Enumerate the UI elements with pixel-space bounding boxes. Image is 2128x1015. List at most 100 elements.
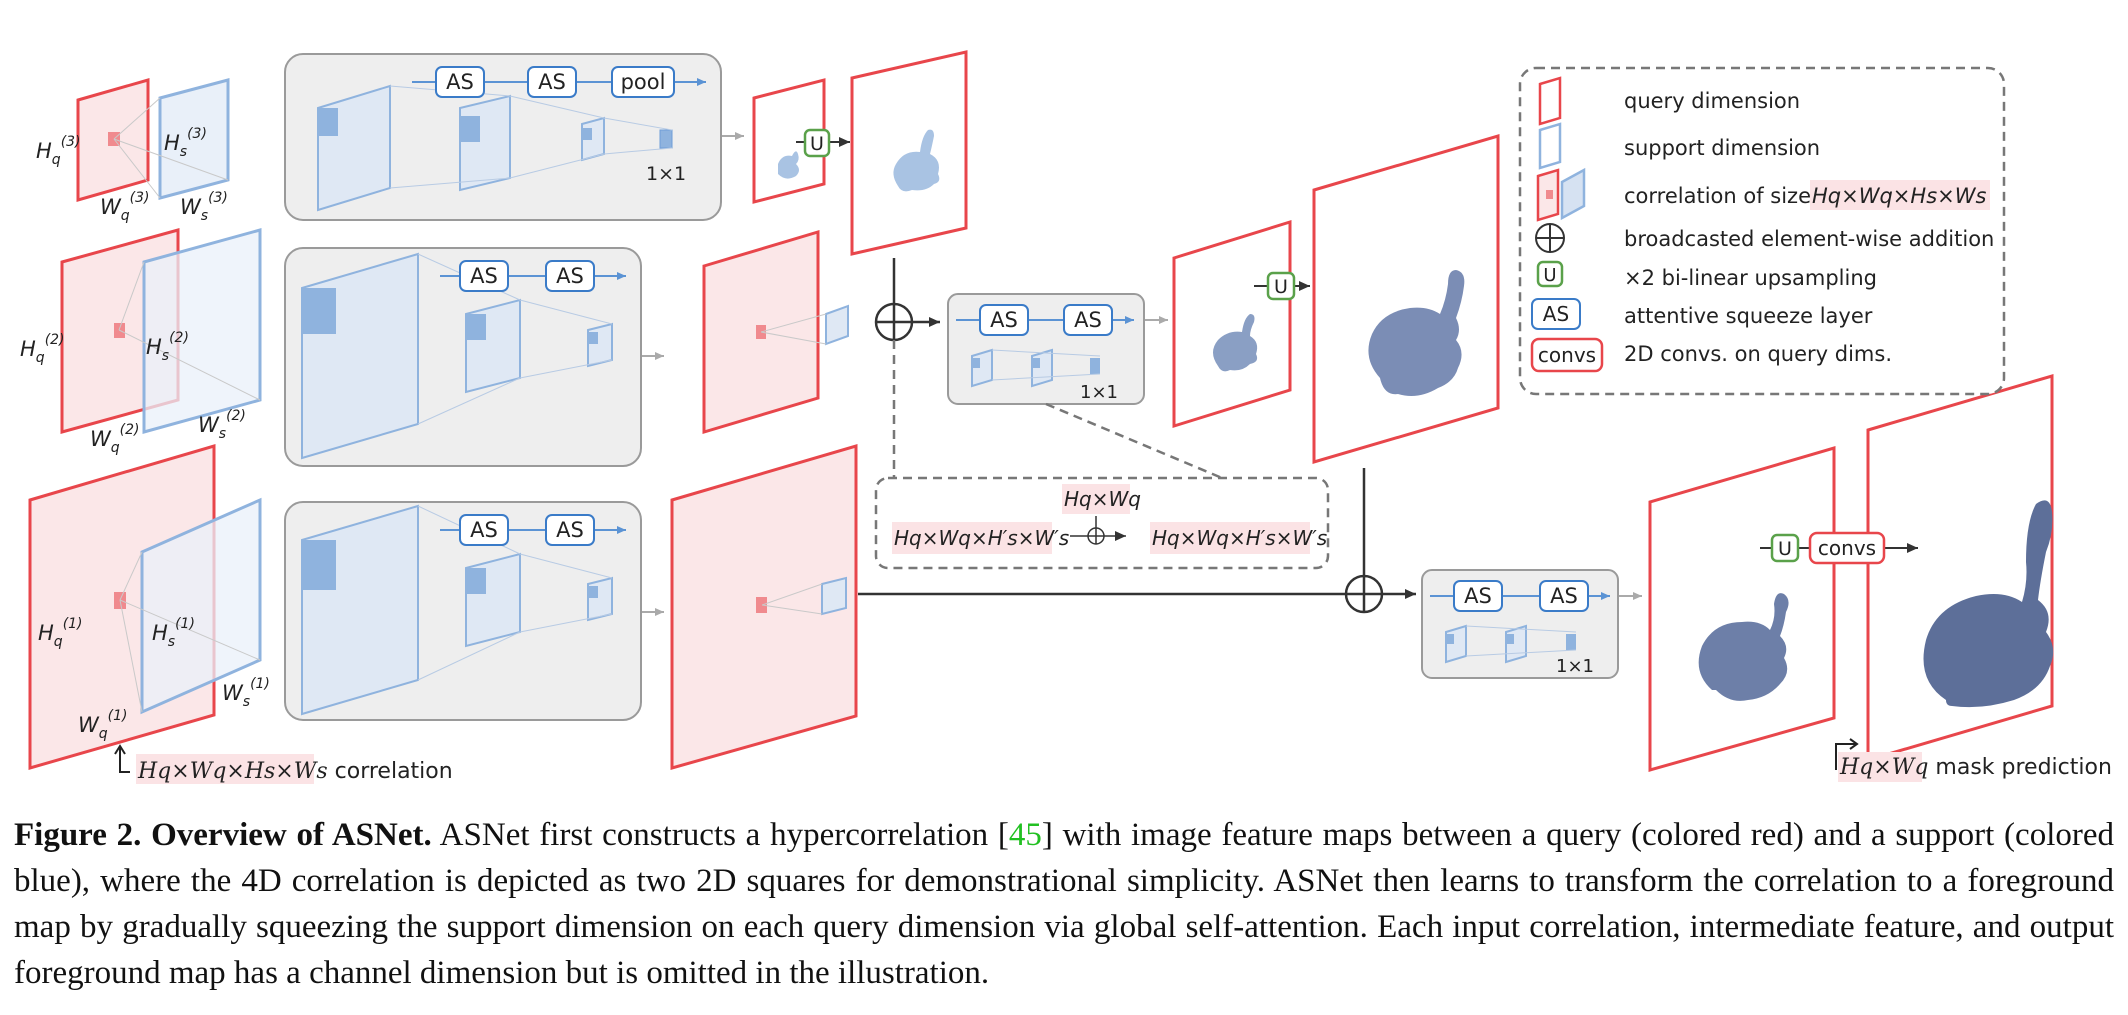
svg-text:broadcasted element-wise addit: broadcasted element-wise addition — [1624, 227, 1994, 251]
legend-query: query dimension — [1538, 76, 1800, 126]
legend-as: AS attentive squeeze layer — [1531, 298, 1873, 330]
legend-support: support dimension — [1538, 122, 1820, 170]
svg-text:Hq×Wq×H′s×W′s: Hq×Wq×H′s×W′s — [894, 526, 1069, 550]
svg-text:Hs(3): Hs(3) — [164, 126, 207, 160]
mask-shape — [1368, 270, 1465, 396]
svg-text:U: U — [810, 133, 824, 155]
svg-text:correlation of size: correlation of size — [1624, 184, 1811, 208]
feature-fused-2-upsampled — [1312, 133, 1500, 465]
as-layer-box: AS — [459, 514, 509, 546]
svg-text:AS: AS — [1550, 584, 1578, 608]
encoder-panel-3: AS AS pool 1×1 — [284, 53, 722, 221]
asnet-overview-diagram: Hq(3) Hs(3) Wq(3) Ws(3) Hq(2) Hs(2) Wq(2… — [20, 50, 2112, 784]
legend-convs: convs 2D convs. on query dims. — [1530, 337, 1892, 373]
feature-level-3-upsampled — [850, 50, 968, 256]
svg-text:Ws(3): Ws(3) — [180, 190, 228, 224]
svg-text:AS: AS — [1074, 308, 1102, 332]
svg-text:Hs(2): Hs(2) — [146, 330, 189, 364]
mask-shape-small — [778, 151, 799, 179]
addition-detail-inset: Hq×Wq Hq×Wq×H′s×W′s Hq×Wq×H′s×W′s — [874, 476, 1330, 570]
svg-text:U: U — [1543, 265, 1556, 286]
legend-correlation: correlation of size Hq×Wq×Hs×Ws — [1536, 167, 1990, 222]
svg-text:×2 bi-linear upsampling: ×2 bi-linear upsampling — [1624, 266, 1877, 290]
caption-lead: Figure 2. Overview of ASNet. — [14, 817, 432, 853]
caption-text-2: ] with image feature maps between a quer… — [14, 817, 2115, 991]
caption-text-1: ASNet first constructs a hypercorrelatio… — [431, 817, 1009, 853]
mask-shape — [1698, 593, 1789, 701]
svg-text:Wq(2): Wq(2) — [90, 422, 140, 456]
mask-annotation: Hq×Wq mask prediction — [1835, 738, 2112, 782]
svg-text:AS: AS — [1464, 584, 1492, 608]
svg-text:U: U — [1778, 538, 1792, 560]
feature-level-1 — [670, 443, 858, 770]
upsample-convs-op: U convs — [1760, 531, 1918, 565]
legend-addition: broadcasted element-wise addition — [1535, 223, 1994, 253]
correlation-level-2 — [60, 228, 262, 434]
as-layer-box: AS — [1539, 580, 1589, 612]
svg-text:Hs(1): Hs(1) — [152, 616, 195, 650]
encoder-panel-1: AS AS — [284, 501, 642, 721]
svg-text:convs: convs — [1538, 343, 1596, 367]
svg-text:AS: AS — [556, 264, 584, 288]
svg-text:Wq(3): Wq(3) — [100, 190, 150, 224]
one-by-one-label: 1×1 — [1080, 382, 1118, 403]
legend-upsampling: U ×2 bi-linear upsampling — [1536, 260, 1877, 290]
decoder-panel-2: AS AS 1×1 — [1421, 569, 1619, 679]
svg-text:convs: convs — [1818, 536, 1876, 560]
feature-fused-1 — [1648, 445, 1836, 772]
svg-text:attentive squeeze layer: attentive squeeze layer — [1624, 304, 1873, 328]
svg-text:Hq×Wq: Hq×Wq — [1064, 487, 1141, 511]
as-layer-box: AS — [545, 260, 595, 292]
svg-text:AS: AS — [470, 518, 498, 542]
svg-text:Ws(2): Ws(2) — [198, 408, 246, 442]
mask-shape — [1213, 314, 1258, 372]
svg-text:Hq×Wq×H′s×W′s: Hq×Wq×H′s×W′s — [1152, 526, 1327, 550]
svg-text:support dimension: support dimension — [1624, 136, 1820, 160]
legend: query dimension support dimension correl… — [1518, 66, 2006, 396]
as-layer-box: AS — [1063, 304, 1113, 336]
figure-caption: Figure 2. Overview of ASNet. ASNet first… — [14, 812, 2114, 996]
one-by-one-label: 1×1 — [646, 163, 686, 185]
svg-text:AS: AS — [1543, 302, 1569, 326]
addition-op-2 — [1344, 574, 1384, 614]
as-layer-box: AS — [527, 66, 577, 98]
addition-op-1 — [874, 302, 914, 342]
encoder-panel-2: AS AS — [284, 247, 642, 467]
as-layer-box: AS — [979, 304, 1029, 336]
svg-text:AS: AS — [470, 264, 498, 288]
as-layer-box: AS — [545, 514, 595, 546]
svg-text:Ws(1): Ws(1) — [222, 676, 270, 710]
svg-text:2D convs. on query dims.: 2D convs. on query dims. — [1624, 342, 1892, 366]
upsample-2: U — [1254, 271, 1310, 301]
inset-pointer — [1045, 402, 1223, 480]
svg-text:AS: AS — [556, 518, 584, 542]
pool-layer-box: pool — [611, 66, 675, 98]
svg-text:Hq(1): Hq(1) — [38, 616, 83, 650]
svg-text:AS: AS — [538, 70, 566, 94]
correlation-level-1 — [28, 443, 262, 770]
svg-text:Hq(2): Hq(2) — [20, 332, 65, 366]
one-by-one-label: 1×1 — [1556, 656, 1594, 677]
feature-level-2 — [702, 229, 849, 435]
mask-shape — [893, 129, 940, 192]
final-prediction — [1866, 373, 2054, 763]
feature-level-3 — [752, 78, 826, 204]
correlation-annotation: Hq×Wq×Hs×Ws correlation — [114, 744, 453, 784]
feature-fused-2 — [1172, 219, 1292, 429]
as-layer-box: AS — [1453, 580, 1503, 612]
svg-text:AS: AS — [990, 308, 1018, 332]
svg-text:U: U — [1274, 276, 1288, 298]
svg-text:Wq(1): Wq(1) — [78, 708, 128, 742]
dimension-labels: Hq(3) Hs(3) Wq(3) Ws(3) Hq(2) Hs(2) Wq(2… — [20, 126, 270, 742]
as-layer-box: AS — [435, 66, 485, 98]
correlation-level-3 — [76, 78, 230, 202]
svg-text:pool: pool — [621, 70, 666, 94]
citation-link[interactable]: 45 — [1008, 817, 1042, 853]
svg-text:query dimension: query dimension — [1624, 89, 1800, 113]
decoder-panel-1: AS AS 1×1 — [947, 293, 1145, 405]
svg-text:Hq(3): Hq(3) — [36, 134, 81, 168]
mask-shape-final — [1923, 500, 2054, 708]
svg-text:Hq×Wq×Hs×Ws correlation: Hq×Wq×Hs×Ws correlation — [137, 759, 453, 784]
upsample-3: U — [796, 128, 850, 158]
svg-text:AS: AS — [446, 70, 474, 94]
